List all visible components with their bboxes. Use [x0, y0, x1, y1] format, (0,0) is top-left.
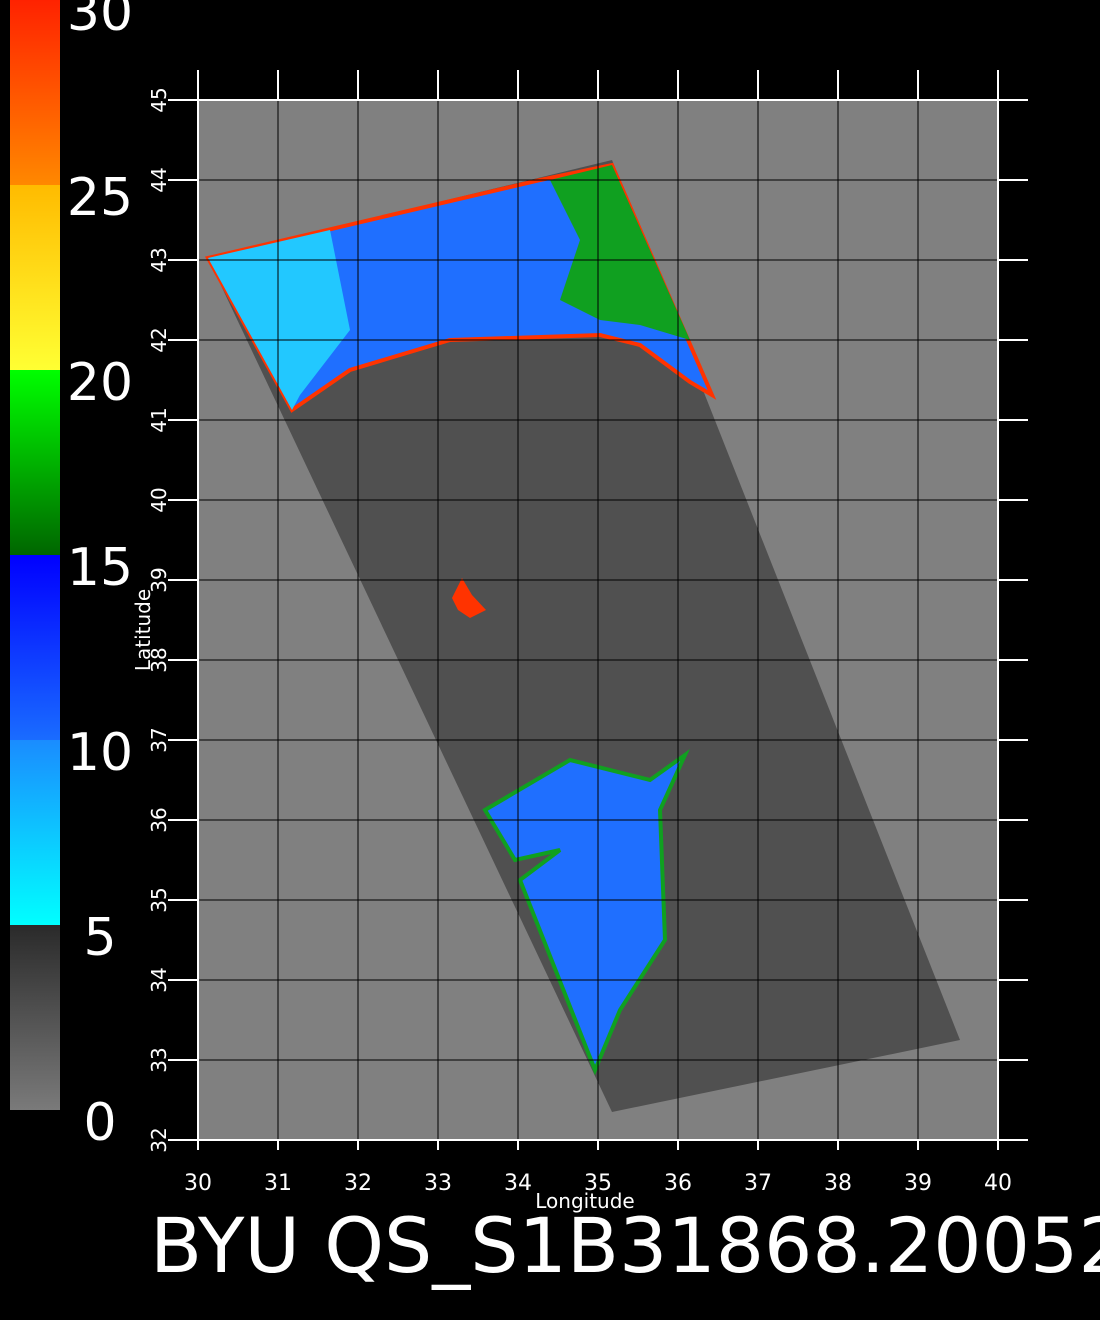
y-tick-label: 34 — [147, 967, 171, 992]
colorbar-segment — [10, 370, 60, 555]
x-tick-label: 35 — [584, 1171, 612, 1196]
colorbar-tick-label: 25 — [67, 168, 133, 228]
grid: 30 31 32 33 34 35 36 37 38 39 40 32 33 34 35 36 37 38 39 40… — [147, 70, 1028, 1196]
y-tick-label: 32 — [147, 1127, 171, 1152]
y-tick-label: 42 — [147, 327, 171, 352]
x-tick-label: 40 — [984, 1171, 1012, 1196]
x-tick-label: 34 — [504, 1171, 532, 1196]
y-tick-label: 36 — [147, 807, 171, 832]
colorbar-segment — [10, 185, 60, 370]
y-tick-label: 44 — [147, 167, 171, 192]
sea-region-cyan — [208, 230, 350, 410]
colorbar-tick-label: 30 — [67, 0, 133, 43]
colorbar-tick-label: 0 — [83, 1093, 116, 1153]
title: BYU QS_S1B31868.20052 — [150, 1201, 1100, 1290]
colorbar-tick-label: 15 — [67, 538, 133, 598]
y-tick-label: 43 — [147, 247, 171, 272]
x-tick-label: 38 — [824, 1171, 852, 1196]
x-tick-label: 37 — [744, 1171, 772, 1196]
y-tick-label: 39 — [147, 567, 171, 592]
y-tick-label: 41 — [147, 407, 171, 432]
lake-red — [452, 578, 486, 618]
colorbar: 0 5 10 15 20 25 30 — [10, 0, 133, 1153]
y-tick-label: 33 — [147, 1047, 171, 1072]
x-axis-label: Longitude — [535, 1189, 634, 1213]
y-tick-label: 35 — [147, 887, 171, 912]
colorbar-segment — [10, 555, 60, 740]
y-tick-label: 38 — [147, 647, 171, 672]
y-tick-label: 45 — [147, 87, 171, 112]
y-tick-label: 37 — [147, 727, 171, 752]
x-tick-label: 32 — [344, 1171, 372, 1196]
x-tick-label: 33 — [424, 1171, 452, 1196]
colorbar-tick-label: 10 — [67, 723, 133, 783]
x-tick-label: 39 — [904, 1171, 932, 1196]
swath — [208, 160, 960, 1112]
colorbar-tick-label: 20 — [67, 353, 133, 413]
y-tick-label: 40 — [147, 487, 171, 512]
colorbar-segment — [10, 0, 60, 185]
y-axis-label: Latitude — [131, 589, 155, 671]
x-tick-label: 31 — [264, 1171, 292, 1196]
colorbar-tick-label: 5 — [83, 908, 116, 968]
x-tick-label: 36 — [664, 1171, 692, 1196]
sea-region-south — [482, 749, 690, 1076]
colorbar-segment — [10, 925, 60, 1110]
land-green — [550, 165, 690, 340]
colorbar-segment — [10, 740, 60, 925]
x-tick-label: 30 — [184, 1171, 212, 1196]
